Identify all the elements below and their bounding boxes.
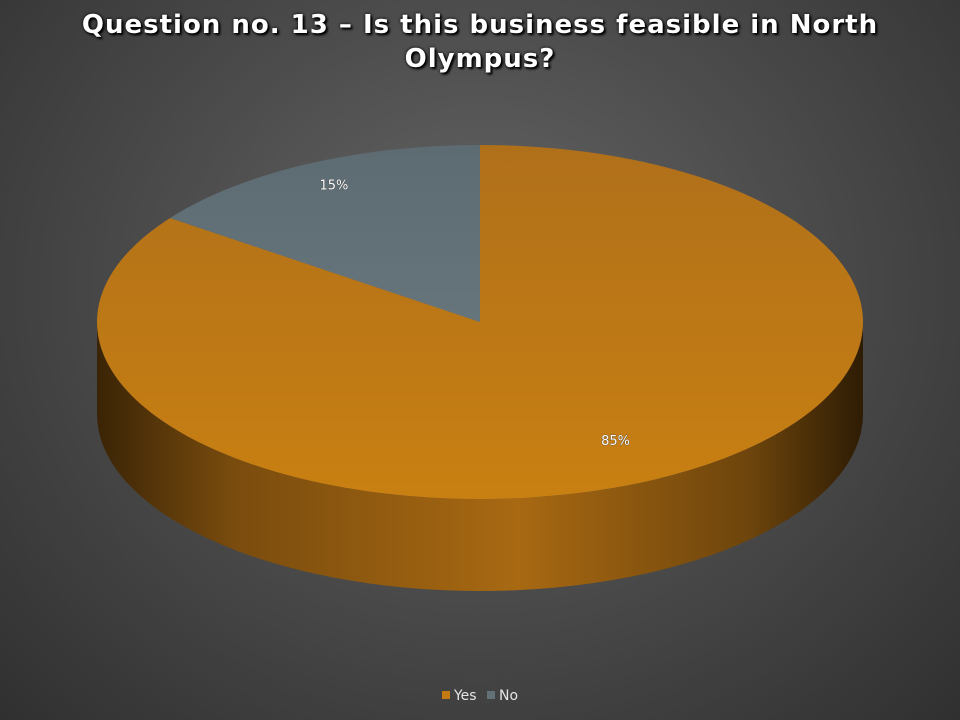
legend-label-no: No [499, 688, 519, 704]
chart-legend: Yes No [0, 688, 960, 704]
legend-item-no: No [487, 688, 518, 704]
data-label-no: 15% [319, 179, 348, 194]
legend-label-yes: Yes [453, 688, 477, 704]
chart-title: Question no. 13 – Is this business feasi… [81, 10, 879, 74]
legend-item-yes: Yes [441, 688, 477, 704]
data-label-yes: 85% [601, 434, 630, 449]
legend-swatch-no [487, 691, 495, 699]
pie-slice-no [170, 145, 480, 322]
pie-side-yes [97, 322, 863, 591]
legend-swatch-yes [441, 691, 450, 699]
